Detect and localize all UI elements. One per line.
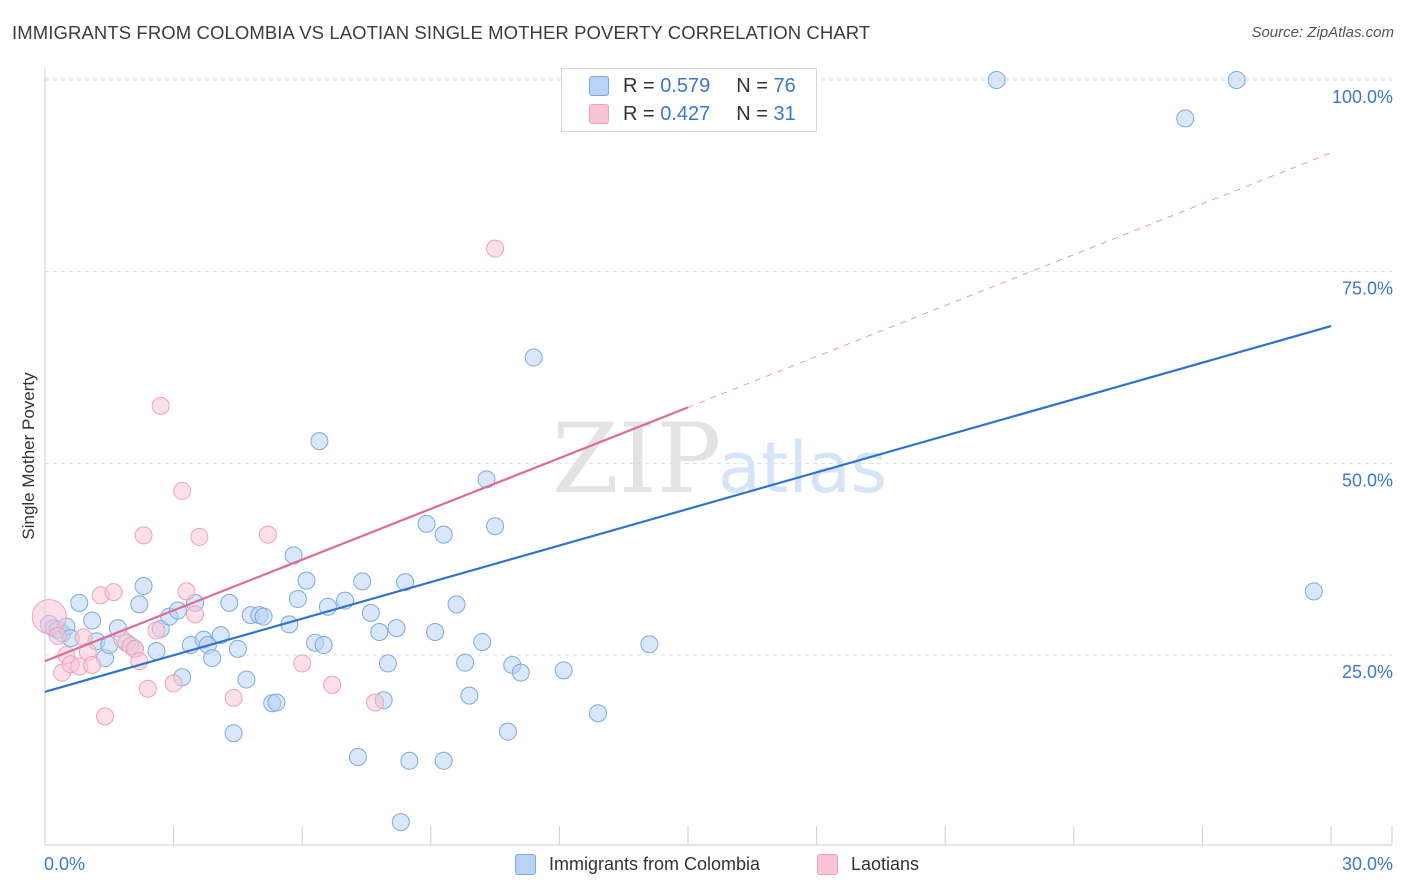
laotian-point (224, 688, 243, 707)
colombia-point (417, 514, 436, 533)
legend-n-label: N = (736, 74, 774, 97)
colombia-point (288, 590, 307, 609)
colombia-point (147, 642, 166, 661)
legend-r-value: 0.579 (660, 74, 711, 97)
colombia-point (387, 619, 406, 638)
colombia-point (1227, 71, 1246, 89)
colombia-point (456, 653, 475, 672)
y-tick-label: 25.0% (1342, 662, 1393, 682)
colombia-point (310, 432, 329, 451)
legend-r-label: R = (623, 102, 661, 125)
legend-row-colombia: R = 0.579 N = 76 (562, 72, 796, 100)
colombia-trend-line (44, 325, 1332, 693)
colombia-point (434, 525, 453, 544)
colombia-point (640, 635, 659, 654)
colombia-point (460, 686, 479, 705)
y-axis-label: Single Mother Poverty (19, 372, 38, 540)
colombia-point (1176, 109, 1195, 128)
colombia-point (588, 704, 607, 723)
colombia-point (524, 348, 543, 367)
colombia-point (237, 670, 256, 689)
laotian-trend-extension (687, 152, 1332, 408)
laotian-point (190, 527, 209, 546)
legend-r-value: 0.427 (660, 102, 711, 125)
laotian-point (293, 654, 312, 673)
laotian-trend-line (44, 406, 689, 663)
bottom-swatch-blue (515, 853, 536, 875)
y-tick-label: 75.0% (1342, 279, 1393, 299)
colombia-point (396, 573, 415, 592)
bottom-swatch-pink (817, 853, 838, 875)
laotian-point (186, 605, 205, 624)
laotian-point (258, 525, 277, 544)
laotian-point (104, 583, 123, 602)
bottom-legend-laotians: Laotians (817, 852, 919, 876)
bottom-legend-label: Immigrants from Colombia (549, 853, 761, 874)
laotian-point (164, 674, 183, 693)
y-tick-label: 100.0% (1332, 87, 1393, 107)
laotian-point (173, 481, 192, 500)
colombia-point (370, 623, 389, 641)
laotian-point (323, 675, 342, 694)
laotian-point (486, 239, 505, 258)
laotian-point (366, 693, 385, 712)
colombia-point (203, 649, 222, 668)
laotian-point (83, 655, 102, 674)
laotian-point (138, 679, 157, 698)
colombia-point (1304, 582, 1323, 601)
bottom-legend-label: Laotians (851, 853, 920, 874)
colombia-point (70, 593, 89, 612)
colombia-point (134, 577, 153, 595)
colombia-point (348, 747, 367, 766)
colombia-point (426, 623, 445, 641)
chart-title: IMMIGRANTS FROM COLOMBIA VS LAOTIAN SING… (12, 22, 871, 43)
legend-n-value: 76 (773, 74, 796, 97)
legend-n-label: N = (736, 102, 774, 125)
laotian-point (147, 621, 166, 640)
colombia-point (314, 636, 333, 655)
colombia-point (228, 639, 247, 658)
colombia-point (554, 661, 573, 680)
x-tick-label-min: 0.0% (44, 854, 85, 874)
colombia-point (486, 517, 505, 536)
legend-row-laotians: R = 0.427 N = 31 (562, 100, 796, 128)
laotian-point (96, 707, 115, 726)
colombia-point (220, 593, 239, 612)
colombia-point (361, 603, 380, 622)
legend-swatch-pink (589, 104, 609, 124)
x-tick-label-max: 30.0% (1342, 854, 1393, 874)
colombia-point (267, 693, 286, 712)
laotian-point (151, 396, 170, 415)
colombia-point (297, 571, 316, 590)
y-tick-label: 50.0% (1342, 470, 1393, 490)
colombia-point (511, 663, 530, 682)
colombia-point (211, 626, 230, 645)
watermark-atlas: atlas (718, 427, 887, 509)
legend-r-label: R = (623, 74, 661, 97)
colombia-point (224, 724, 243, 743)
correlation-legend: R = 0.579 N = 76 R = 0.427 N = 31 (561, 68, 817, 132)
laotian-point (177, 582, 196, 601)
colombia-point (83, 611, 102, 630)
colombia-point (473, 632, 492, 651)
colombia-point (130, 595, 149, 614)
colombia-point (434, 751, 453, 770)
colombia-point (391, 813, 410, 832)
laotian-point (48, 626, 67, 645)
source-label: Source: ZipAtlas.com (1251, 24, 1394, 41)
colombia-point (353, 572, 372, 591)
laotian-point (134, 526, 153, 545)
colombia-point (254, 607, 273, 626)
colombia-point (987, 71, 1006, 89)
legend-n-value: 31 (773, 102, 796, 125)
colombia-point (498, 722, 517, 741)
colombia-point (378, 654, 397, 673)
colombia-point (400, 751, 419, 770)
colombia-point (447, 595, 466, 614)
legend-swatch-blue (589, 76, 609, 96)
watermark-zip: ZIP (552, 403, 721, 515)
bottom-legend-colombia: Immigrants from Colombia (515, 852, 760, 876)
